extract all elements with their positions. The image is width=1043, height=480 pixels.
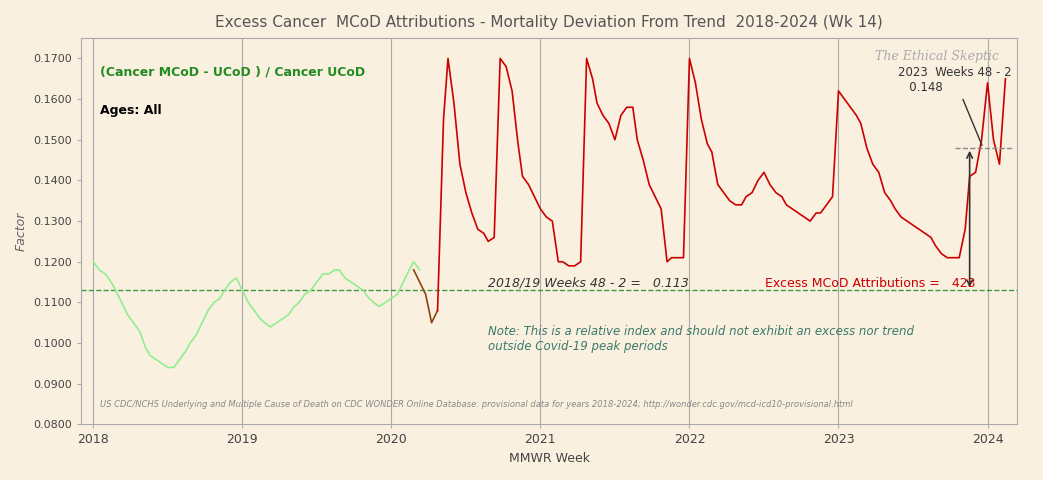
Text: 2018/19 Weeks 48 - 2 =   0.113: 2018/19 Weeks 48 - 2 = 0.113 [488, 277, 689, 290]
Text: Note: This is a relative index and should not exhibit an excess nor trend
outsid: Note: This is a relative index and shoul… [488, 325, 915, 353]
Text: Excess MCoD Attributions =   423: Excess MCoD Attributions = 423 [765, 277, 975, 290]
Text: (Cancer MCoD - UCoD ) / Cancer UCoD: (Cancer MCoD - UCoD ) / Cancer UCoD [100, 65, 365, 78]
Title: Excess Cancer  MCoD Attributions - Mortality Deviation From Trend  2018-2024 (Wk: Excess Cancer MCoD Attributions - Mortal… [216, 15, 883, 30]
Text: US CDC/NCHS Underlying and Multiple Cause of Death on CDC WONDER Online Database: US CDC/NCHS Underlying and Multiple Caus… [100, 400, 853, 409]
Text: The Ethical Skeptic: The Ethical Skeptic [875, 50, 998, 63]
Text: 2023  Weeks 48 - 2
   0.148: 2023 Weeks 48 - 2 0.148 [898, 66, 1012, 145]
Text: Ages: All: Ages: All [100, 104, 162, 117]
Y-axis label: Factor: Factor [15, 212, 28, 251]
X-axis label: MMWR Week: MMWR Week [509, 452, 590, 465]
